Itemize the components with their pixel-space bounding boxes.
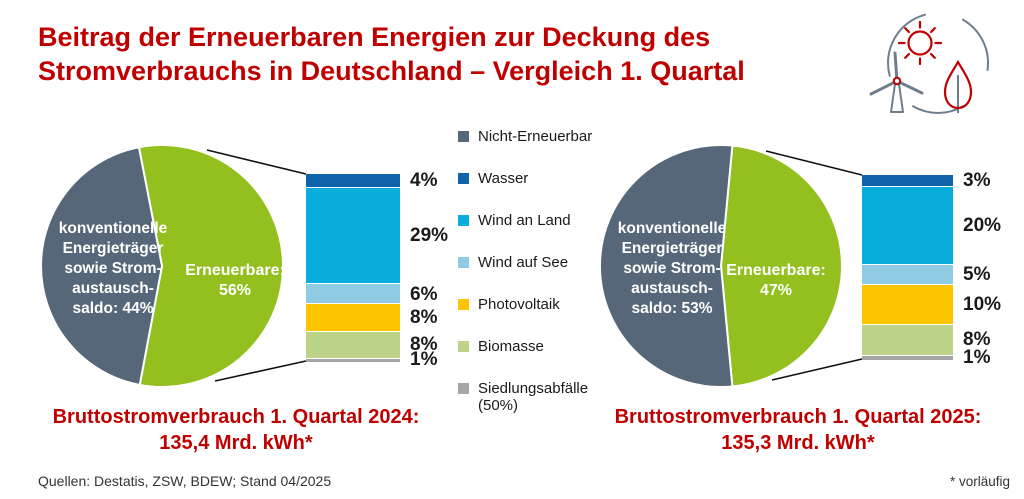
bar-percent-label: 10% [963, 293, 1002, 315]
pie-2025-svg [598, 144, 843, 388]
caption-2024: Bruttostromverbrauch 1. Quartal 2024: 13… [52, 406, 420, 454]
leaf-icon [943, 59, 973, 110]
legend-swatch [458, 341, 469, 352]
legend-item: Wind auf See [458, 254, 610, 271]
pie-label-conventional: konventionelle Energieträger sowie Strom… [58, 220, 168, 317]
legend-swatch [458, 383, 469, 394]
bar-percent-labels-2024: 4% 29% 6% 8% 8% 1% [410, 170, 470, 371]
pie-slice-renewable [719, 144, 843, 388]
bar-segment-wasser [306, 174, 400, 188]
turbine-hub-icon [892, 76, 902, 86]
preliminary-note: * vorläufig [949, 474, 1010, 489]
caption-2025: Bruttostromverbrauch 1. Quartal 2025: 13… [614, 406, 982, 454]
legend-label: Siedlungsabfälle (50%) [478, 380, 589, 414]
wind-turbine-icon [869, 51, 924, 113]
sun-icon [897, 20, 943, 66]
renewable-energy-icon [869, 13, 989, 114]
bar-percent-label: 1% [410, 349, 438, 371]
legend-item: Nicht-Erneuerbar [458, 128, 610, 145]
legend-item: Wind an Land [458, 212, 610, 229]
bar-segment-wasser [862, 175, 953, 187]
pie-2024-svg [40, 144, 284, 388]
bar-percent-label: 4% [410, 169, 438, 191]
bar-segment-siedlungsabfälle [306, 357, 400, 362]
legend-label: Wind auf See [478, 254, 569, 271]
legend-swatch [458, 215, 469, 226]
bar-percent-label: 8% [410, 334, 438, 356]
pie-label-renewable: Erneuerbare: 56% [185, 262, 285, 299]
pie-slice-conventional [598, 144, 734, 388]
icon-circle-arcs [887, 13, 989, 114]
bar-segment-siedlungsabfälle [862, 355, 953, 360]
legend-label: Photovoltaik [478, 296, 560, 313]
bar-percent-label: 1% [963, 347, 991, 369]
bar-segment-biomasse [862, 323, 953, 356]
bar-percent-label: 20% [963, 215, 1002, 237]
legend-label: Wind an Land [478, 212, 571, 229]
bar-segment-photovoltaik [306, 303, 400, 331]
pie-label-renewable: Erneuerbare: 47% [726, 262, 826, 299]
bar-percent-label: 3% [963, 169, 991, 191]
legend-swatch [458, 131, 469, 142]
bar-percent-labels-2025: 3% 20% 5% 10% 8% 1% [963, 170, 1021, 368]
legend-item: Siedlungsabfälle (50%) [458, 380, 610, 414]
legend-item: Biomasse [458, 338, 610, 355]
pie-slice-renewable [137, 144, 284, 388]
bar-percent-label: 29% [410, 225, 449, 247]
bar-segment-wind-auf-see [862, 264, 953, 285]
bar-segment-wind-auf-see [306, 282, 400, 304]
pie-label-conventional: konventionelle Energieträger sowie Strom… [617, 220, 727, 317]
bar-segment-wind-an-land [306, 187, 400, 283]
page-title: Beitrag der Erneuerbaren Energien zur De… [38, 22, 745, 86]
bar-percent-label: 6% [410, 283, 438, 305]
bar-percent-label: 8% [963, 329, 991, 351]
sources-note: Quellen: Destatis, ZSW, BDEW; Stand 04/2… [38, 473, 332, 489]
legend-item: Wasser [458, 170, 610, 187]
legend-label: Biomasse [478, 338, 544, 355]
pie-slice-conventional [40, 146, 164, 387]
bar-breakdown-2024 [306, 174, 400, 362]
legend-item: Photovoltaik [458, 296, 610, 313]
legend-label: Nicht-Erneuerbar [478, 128, 593, 145]
legend-swatch [458, 257, 469, 268]
pie-chart-2024: konventionelle Energieträger sowie Strom… [39, 143, 285, 389]
pie-chart-2025: konventionelle Energieträger sowie Strom… [598, 143, 844, 389]
legend-swatch [458, 299, 469, 310]
legend-swatch [458, 173, 469, 184]
bar-breakdown-2025 [862, 175, 953, 360]
bar-segment-photovoltaik [862, 284, 953, 324]
bar-segment-wind-an-land [862, 186, 953, 265]
bar-percent-label: 5% [963, 264, 991, 286]
legend: Nicht-Erneuerbar Wasser Wind an Land Wind a… [458, 128, 610, 439]
legend-label: Wasser [478, 170, 529, 187]
bar-segment-biomasse [306, 330, 400, 358]
bar-percent-label: 8% [410, 307, 438, 329]
